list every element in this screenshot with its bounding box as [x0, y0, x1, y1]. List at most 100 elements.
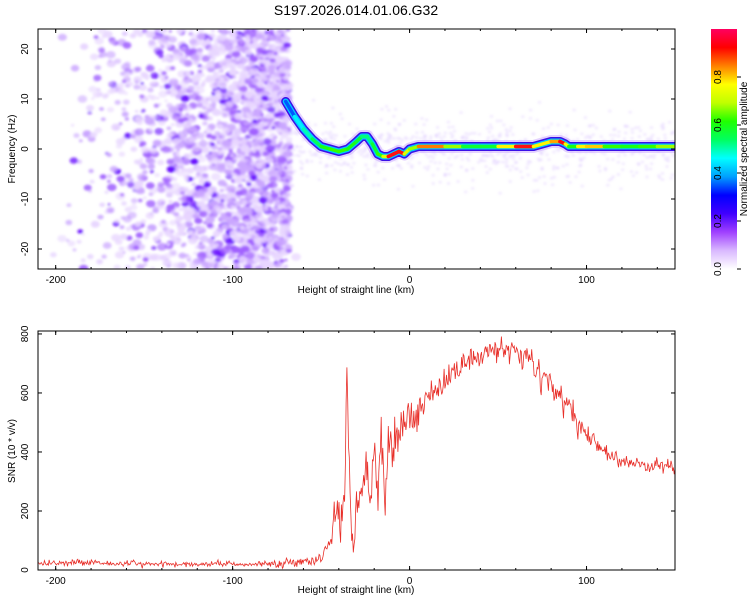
trace-fuzz	[566, 155, 570, 158]
trace-fuzz	[347, 122, 352, 126]
noise-speckle	[125, 226, 132, 231]
noise-speckle	[182, 121, 192, 129]
noise-speckle	[187, 236, 198, 245]
trace-fuzz	[623, 153, 627, 157]
colorbar: 0.0 0.2 0.4 0.6 0.8 Normalized spectral ampl…	[711, 29, 750, 276]
noise-speckle	[184, 221, 193, 228]
trace-fuzz	[552, 176, 557, 179]
noise-speckle	[240, 245, 250, 253]
trace-fuzz	[525, 166, 529, 170]
trace-fuzz	[503, 156, 507, 159]
noise-speckle	[216, 123, 224, 130]
trace-fuzz	[362, 174, 366, 177]
noise-speckle	[244, 78, 252, 85]
trace-fuzz	[446, 120, 450, 124]
noise-speckle	[211, 108, 222, 117]
noise-speckle	[210, 151, 219, 158]
noise-speckle	[150, 165, 154, 168]
noise-speckle	[260, 130, 266, 134]
spectrogram-ylabel: Frequency (Hz)	[7, 115, 18, 184]
trace-fuzz	[435, 133, 439, 137]
trace-fuzz	[514, 161, 518, 164]
trace-fuzz	[498, 135, 502, 138]
noise-speckle	[255, 162, 264, 170]
snr-y-tick-label: 600	[20, 384, 31, 401]
noise-speckle	[255, 213, 264, 220]
trace-fuzz	[546, 126, 550, 129]
trace-fuzz	[586, 135, 590, 138]
noise-speckle	[291, 253, 301, 261]
noise-speckle	[238, 255, 247, 262]
noise-speckle	[122, 41, 132, 49]
doppler-trace	[279, 95, 675, 163]
noise-speckle	[252, 224, 261, 231]
colorbar-gradient	[711, 29, 737, 269]
noise-speckle	[252, 94, 263, 102]
trace-fuzz	[386, 132, 390, 135]
noise-speckle	[181, 194, 191, 202]
noise-speckle	[265, 145, 276, 153]
trace-fuzz	[301, 173, 305, 176]
noise-speckle	[268, 250, 276, 256]
trace-fuzz	[338, 112, 342, 116]
noise-speckle	[220, 93, 227, 99]
trace-fuzz	[597, 165, 601, 168]
noise-speckle	[200, 228, 207, 233]
noise-speckle	[270, 103, 274, 106]
trace-fuzz	[467, 133, 471, 136]
trace-fuzz	[657, 174, 661, 177]
trace-fuzz	[494, 162, 498, 166]
noise-speckle	[70, 64, 80, 72]
noise-speckle	[181, 139, 187, 144]
noise-speckle	[237, 183, 243, 188]
colorbar-tick-label: 0.2	[713, 214, 724, 228]
trace-fuzz	[623, 124, 627, 128]
noise-speckle	[278, 141, 284, 145]
noise-speckle	[260, 259, 266, 263]
trace-fuzz	[425, 118, 429, 122]
noise-speckle	[262, 138, 272, 146]
noise-speckle	[280, 132, 288, 139]
noise-speckle	[223, 207, 228, 211]
noise-speckle	[256, 180, 266, 187]
noise-speckle	[221, 223, 229, 230]
snr-ylabel: SNR (10 * v/v)	[7, 419, 18, 483]
noise-speckle	[196, 102, 204, 108]
noise-speckle	[285, 179, 290, 183]
trace-fuzz	[484, 165, 488, 168]
noise-speckle	[109, 39, 117, 45]
trace-fuzz	[661, 153, 666, 156]
noise-speckle	[99, 202, 106, 207]
trace-fuzz	[645, 156, 649, 159]
noise-speckle	[232, 156, 239, 162]
noise-speckle	[232, 80, 239, 86]
noise-speckle	[244, 90, 253, 98]
trace-fuzz	[331, 106, 335, 110]
noise-speckle	[133, 84, 141, 90]
noise-speckle	[193, 251, 198, 256]
trace-fuzz	[532, 179, 536, 182]
noise-speckle	[231, 50, 241, 58]
trace-fuzz	[565, 124, 570, 127]
trace-fuzz	[449, 132, 453, 135]
trace-fuzz	[505, 158, 509, 161]
noise-speckle	[138, 198, 143, 203]
trace-fuzz	[366, 168, 370, 171]
trace-fuzz	[637, 163, 641, 166]
noise-speckle	[228, 228, 232, 232]
noise-speckle	[268, 181, 278, 189]
noise-speckle	[162, 146, 172, 153]
noise-speckle	[246, 258, 255, 265]
noise-speckle	[234, 112, 244, 120]
trace-fuzz	[485, 171, 489, 174]
trace-fuzz	[333, 161, 337, 164]
noise-speckle	[137, 173, 147, 181]
figure-title: S197.2026.014.01.06.G32	[274, 2, 438, 18]
trace-fuzz	[505, 131, 509, 134]
trace-fuzz	[651, 134, 655, 137]
noise-speckle	[142, 262, 148, 267]
noise-speckle	[179, 165, 184, 169]
noise-speckle	[191, 182, 197, 187]
noise-speckle	[108, 59, 112, 63]
noise-speckle	[262, 151, 269, 157]
